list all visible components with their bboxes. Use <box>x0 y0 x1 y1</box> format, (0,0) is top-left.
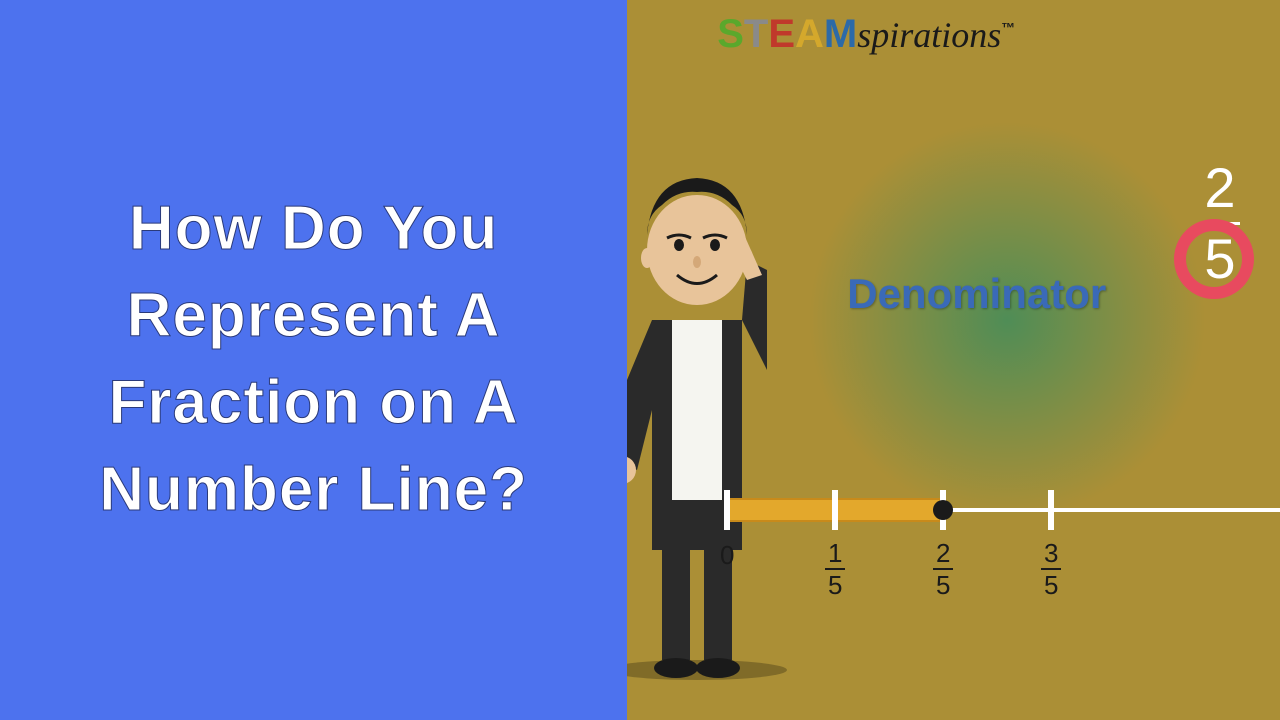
logo-spirations: spirations <box>857 15 1001 55</box>
number-line-label: 15 <box>825 540 845 598</box>
fraction-display: 2 5 <box>1200 160 1240 287</box>
number-line: 0152535 <box>727 480 1280 620</box>
background-glow <box>807 120 1207 520</box>
title-text: How Do You Represent A Fraction on A Num… <box>40 186 587 533</box>
number-line-label: 35 <box>1041 540 1061 598</box>
number-line-tick <box>832 490 838 530</box>
thumbnail-container: How Do You Represent A Fraction on A Num… <box>0 0 1280 720</box>
logo-trademark: ™ <box>1001 20 1015 36</box>
logo-letter-a: A <box>795 12 824 56</box>
number-line-label: 0 <box>720 540 734 571</box>
fraction-denominator: 5 <box>1204 231 1235 287</box>
fraction-numerator: 2 <box>1200 160 1240 216</box>
right-panel: STEAMspirations™ Denomina <box>627 0 1280 720</box>
number-line-tick <box>724 490 730 530</box>
left-panel: How Do You Represent A Fraction on A Num… <box>0 0 627 720</box>
fraction-denominator-wrap: 5 <box>1204 231 1235 287</box>
logo-letter-e: E <box>768 12 795 56</box>
logo-letter-t: T <box>744 12 768 56</box>
logo-letter-s: S <box>717 12 744 56</box>
number-line-point <box>933 500 953 520</box>
steamspirations-logo: STEAMspirations™ <box>717 12 1015 57</box>
denominator-label: Denominator <box>847 270 1106 318</box>
logo-letter-m: M <box>824 12 857 56</box>
number-line-tick <box>1048 490 1054 530</box>
number-line-label: 25 <box>933 540 953 598</box>
